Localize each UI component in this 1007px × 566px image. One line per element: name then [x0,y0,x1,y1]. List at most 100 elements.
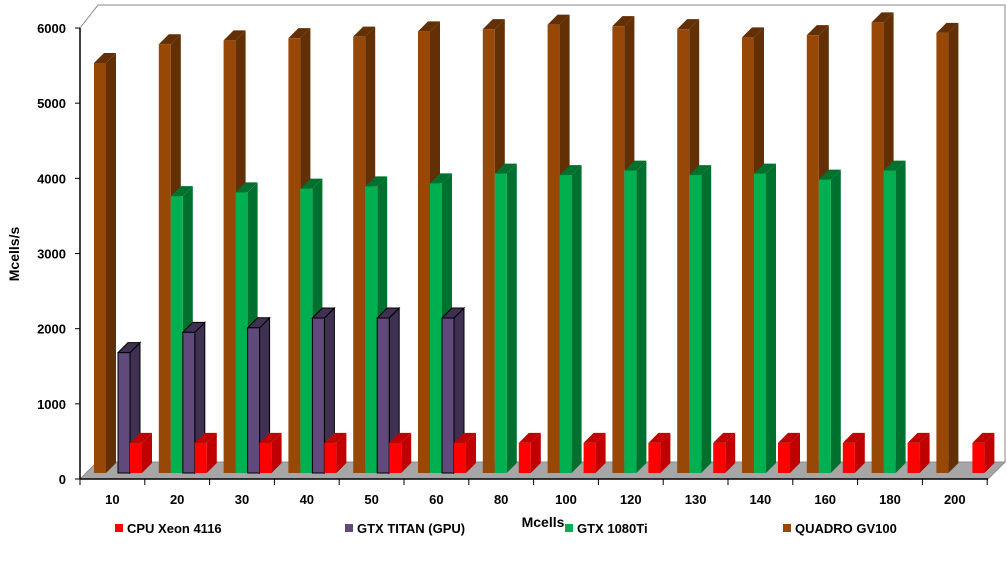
bar-quadro-gv100-200 [936,22,959,473]
bar-top-face [677,19,700,30]
x-axis-title: Mcells [522,514,565,530]
x-tick-label: 30 [235,492,249,507]
legend-label: CPU Xeon 4116 [127,521,222,536]
bar-side-face [766,163,776,473]
bar-front-face [742,37,754,473]
bar-side-face [401,432,412,473]
bar-top-face [648,432,671,443]
bar-top-face [518,432,541,443]
bar-top-face [259,432,282,443]
bar-front-face [194,442,207,473]
bar-front-face [441,317,455,474]
bar-cpu-xeon-4116-180 [907,432,930,473]
bar-top-face [365,176,388,187]
bar-front-face [259,442,272,473]
bar-top-face [454,432,476,443]
x-tick-label: 200 [944,492,966,507]
bar-top-face [547,14,570,25]
bar-front-face [117,352,131,474]
x-tick-label: 160 [814,492,836,507]
bar-top-face [235,182,258,193]
bar-side-face [142,432,152,473]
legend-swatch [783,524,791,532]
bar-top-face [612,16,635,27]
bar-side-face [830,169,841,473]
legend-item: QUADRO GV100 [783,521,897,536]
bar-front-face [170,196,183,474]
legend-item: GTX 1080Ti [565,521,648,536]
bar-front-face [311,317,325,474]
bar-front-face [936,32,949,473]
legend-swatch [345,524,353,532]
x-tick-label: 50 [364,492,378,507]
y-tick-label: 5000 [37,96,66,111]
bar-front-face [689,175,702,473]
bar-cpu-xeon-4116-130 [713,432,736,473]
bar-gtx-1080ti-80 [494,163,517,473]
legend-item: GTX TITAN (GPU) [345,521,465,536]
bar-front-face [518,442,531,473]
bar-side-face [595,432,606,473]
bar-top-face [223,30,246,41]
bar-top-face [353,26,376,37]
y-tick-label: 6000 [37,21,66,36]
bar-top-face [300,178,323,189]
bar-top-face [94,53,116,63]
legend-item: CPU Xeon 4116 [115,521,222,536]
bar-top-face [624,160,647,171]
bar-front-face [300,188,313,473]
bar-front-face [482,29,495,473]
bar-front-face [130,442,142,473]
x-tick-label: 100 [555,492,577,507]
bar-side-face [919,432,930,473]
bar-top-face [194,432,217,443]
bar-front-face [223,40,236,474]
back-wall-outline [79,4,1006,462]
y-tick-label: 4000 [37,171,66,186]
bar-top-face [288,28,311,39]
bar-quadro-gv100-10 [94,53,116,473]
y-axis-title: Mcells/s [6,227,22,282]
bar-top-face [883,160,906,171]
bar-gtx-1080ti-100 [559,165,582,473]
bar-top-face [418,21,440,32]
bar-front-face [324,442,337,473]
floor [78,461,1007,480]
bar-top-face [389,432,412,443]
bar-top-face [907,432,930,443]
bar-front-face [806,35,819,474]
bar-front-face [365,186,378,473]
bar-cpu-xeon-4116-120 [648,432,671,473]
bar-front-face [353,36,366,473]
y-tick-label: 0 [59,472,66,487]
bar-gtx-1080ti-130 [689,165,712,473]
bar-top-face [842,432,865,443]
bar-side-face [530,432,541,473]
y-tick-label: 1000 [37,397,66,412]
bar-side-face [571,165,582,473]
bar-front-face [430,183,442,473]
bar-front-face [494,173,507,473]
bar-top-face [871,12,894,23]
bar-side-face [895,160,906,473]
bar-top-face [713,432,736,443]
x-tick-label: 130 [685,492,707,507]
bar-side-face [725,432,736,473]
legend-label: GTX TITAN (GPU) [357,521,465,536]
bar-cpu-xeon-4116-140 [778,432,800,473]
bar-side-face [506,163,517,473]
legend-swatch [115,524,123,532]
bar-front-face [754,173,766,473]
bar-top-face [430,173,452,184]
bar-front-face [288,38,301,473]
y-tick-label: 2000 [37,322,66,337]
bar-cpu-xeon-4116-20 [194,432,217,473]
bar-front-face [612,26,625,474]
bar-top-face [742,27,764,38]
bar-cpu-xeon-4116-100 [583,432,606,473]
legend-label: QUADRO GV100 [795,521,897,536]
bar-side-face [466,432,476,473]
bar-gtx-titan-gpu--20 [181,321,207,475]
